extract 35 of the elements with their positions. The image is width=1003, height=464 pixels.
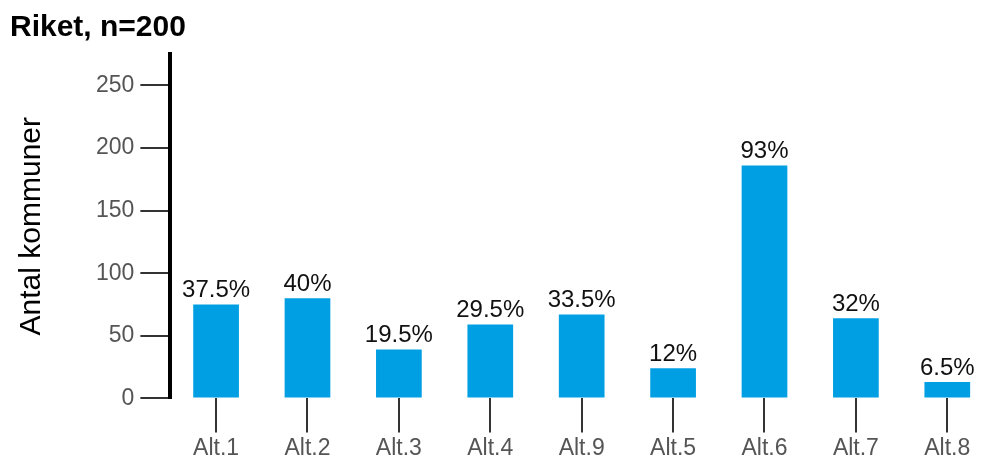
x-tick-label: Alt.2 — [284, 433, 331, 460]
annotation: 40% — [283, 268, 332, 296]
y-tick-label: 200 — [96, 133, 135, 160]
x-tick-label: Alt.3 — [375, 433, 422, 460]
annotation: 32% — [831, 288, 880, 316]
annotation: 33.5% — [547, 285, 616, 313]
bar — [376, 349, 422, 398]
bar — [284, 298, 331, 398]
y-tick-label: 150 — [96, 195, 135, 222]
chart-title: Riket, n=200 — [10, 9, 186, 43]
annotation: 19.5% — [364, 320, 433, 348]
bar — [924, 382, 971, 398]
bar — [833, 318, 879, 398]
y-tick-label: 250 — [96, 70, 135, 97]
bar — [467, 324, 514, 398]
y-tick-label: 50 — [108, 321, 135, 348]
bar — [650, 368, 696, 398]
x-tick-label: Alt.5 — [650, 433, 697, 460]
y-tick-label: 0 — [121, 383, 135, 410]
annotation: 12% — [649, 338, 698, 366]
y-tick-label: 100 — [96, 258, 135, 285]
x-tick-label: Alt.8 — [924, 433, 971, 460]
y-axis-title: Antal kommuner — [13, 116, 47, 336]
x-tick-label: Alt.1 — [193, 433, 240, 460]
x-tick-label: Alt.4 — [467, 433, 514, 460]
bar — [193, 304, 239, 398]
x-tick-label: Alt.6 — [741, 433, 788, 460]
bar — [558, 314, 605, 398]
bar — [741, 165, 788, 398]
annotation: 6.5% — [919, 352, 975, 380]
annotation: 29.5% — [456, 295, 525, 323]
annotation: 93% — [740, 136, 789, 164]
annotation: 37.5% — [182, 275, 251, 303]
x-tick-label: Alt.7 — [832, 433, 879, 460]
x-tick-label: Alt.9 — [558, 433, 605, 460]
